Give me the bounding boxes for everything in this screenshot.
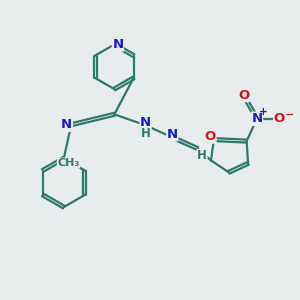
Text: +: + [259, 107, 267, 117]
Text: N: N [140, 116, 151, 129]
Text: N: N [61, 118, 72, 131]
Text: N: N [167, 128, 178, 141]
Text: O: O [238, 88, 249, 101]
Text: −: − [284, 110, 294, 120]
Text: N: N [112, 38, 124, 51]
Text: H: H [141, 127, 151, 140]
Text: N: N [251, 112, 262, 125]
Text: H: H [197, 149, 207, 162]
Text: O: O [205, 130, 216, 143]
Text: O: O [274, 112, 285, 125]
Text: CH₃: CH₃ [57, 158, 80, 168]
